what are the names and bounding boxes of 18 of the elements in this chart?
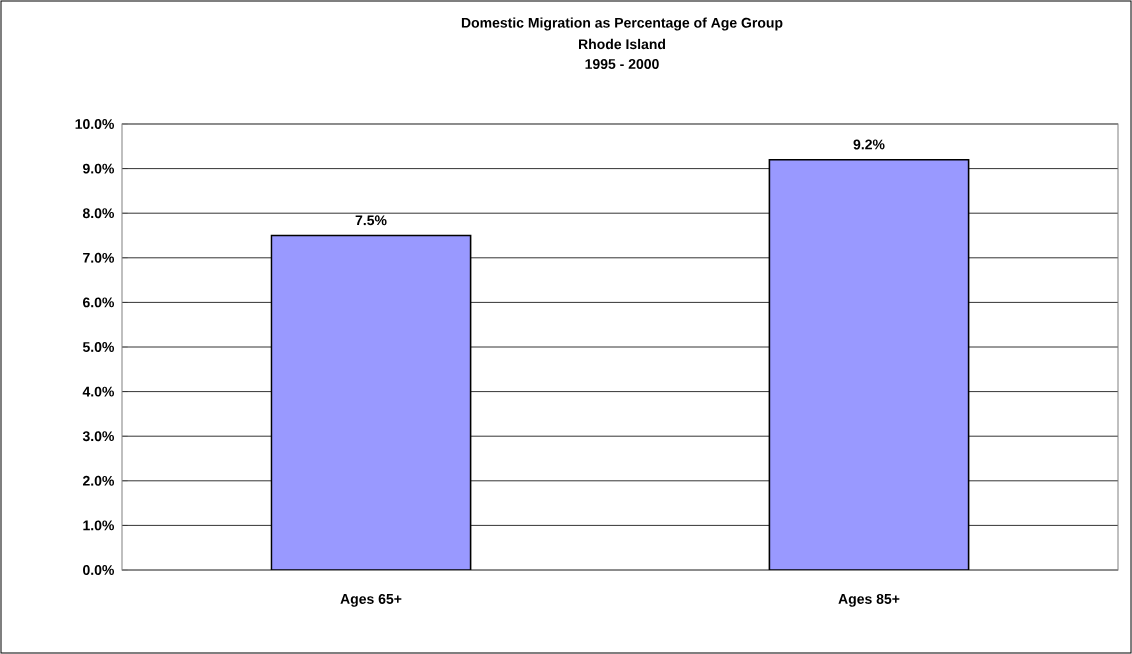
data-label: 9.2%	[853, 139, 885, 150]
y-tick-label: 2.0%	[82, 475, 115, 486]
text: 1995 - 2000	[585, 59, 659, 69]
y-tick-label: 10.0%	[75, 119, 115, 129]
y-tick-label: 5.0%	[82, 342, 115, 352]
y-tick-label: 4.0%	[82, 386, 115, 397]
x-tick-label: Ages 85+	[838, 593, 900, 607]
data-label: 7.5%	[355, 215, 387, 226]
y-tick-label: 6.0%	[82, 297, 115, 308]
y-tick-label: 3.0%	[82, 431, 115, 442]
y-tick-label: 1.0%	[83, 520, 115, 531]
x-tick-label: Ages 65+	[340, 593, 402, 607]
y-tick-label: 9.0%	[82, 163, 115, 174]
chart-title: Domestic Migration as Percentage of Age Group	[461, 17, 783, 31]
y-tick-label: 0.0%	[83, 565, 115, 575]
y-tick-label: 7.0%	[83, 252, 115, 263]
chart-subtitle: Rhode Island	[579, 38, 666, 50]
y-tick-label: 8.0%	[82, 208, 115, 219]
